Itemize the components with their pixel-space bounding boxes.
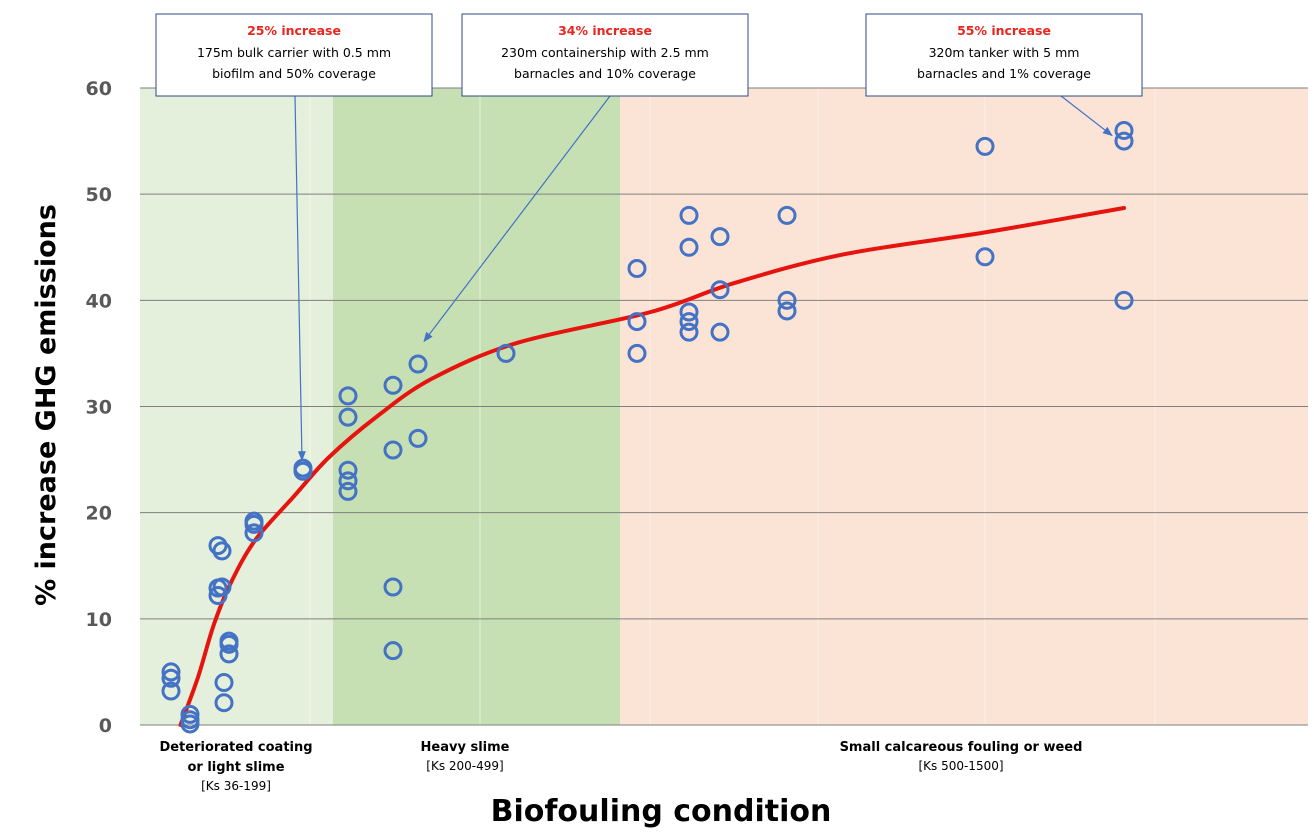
data-point: [777, 301, 797, 321]
y-tick-label: 40: [86, 290, 112, 312]
x-category-range: [Ks 200-499]: [426, 759, 503, 773]
data-point: [212, 577, 232, 597]
x-category-range: [Ks 500-1500]: [918, 759, 1003, 773]
data-point: [180, 704, 200, 724]
annotation-headline: 55% increase: [957, 23, 1051, 38]
y-tick-label: 60: [86, 78, 112, 100]
data-point: [777, 205, 797, 225]
data-point: [219, 634, 239, 654]
annotation-box: [865, 13, 1143, 97]
y-tick-label: 10: [86, 609, 112, 631]
data-point: [244, 523, 264, 543]
y-tick-label: 50: [86, 184, 112, 206]
annotation-text-line: barnacles and 10% coverage: [514, 66, 696, 81]
y-tick-label: 30: [86, 397, 112, 419]
data-point: [244, 514, 264, 534]
annotation-box: [155, 13, 433, 97]
data-point: [161, 668, 181, 688]
annotation-arrow: [294, 95, 306, 462]
data-point: [383, 375, 403, 395]
data-point: [496, 343, 516, 363]
y-tick-label: 0: [99, 715, 112, 737]
x-category-label: Deteriorated coating: [159, 740, 312, 755]
data-point: [293, 461, 313, 481]
data-point: [1114, 131, 1134, 151]
annotations: 25% increase 175m bulk carrier with 0.5 m…: [155, 13, 1143, 462]
data-point: [338, 471, 358, 491]
data-point: [338, 407, 358, 427]
data-point: [679, 302, 699, 322]
annotation-text-line: biofilm and 50% coverage: [212, 66, 376, 81]
data-point: [679, 237, 699, 257]
annotation-text-line: 175m bulk carrier with 0.5 mm: [197, 45, 391, 60]
data-point: [627, 312, 647, 332]
annotation-arrow: [423, 95, 611, 343]
data-point: [1114, 120, 1134, 140]
data-point: [161, 662, 181, 682]
data-point: [214, 693, 234, 713]
data-point: [338, 460, 358, 480]
data-point: [777, 290, 797, 310]
x-category-labels: Deteriorated coating or light slime [Ks 36…: [159, 740, 1082, 793]
data-point: [710, 322, 730, 342]
y-axis-label: % increase GHG emissions: [31, 204, 62, 606]
x-category-range: [Ks 36-199]: [201, 779, 271, 793]
data-point: [383, 440, 403, 460]
annotation-headline: 25% increase: [247, 23, 341, 38]
x-category-label: Heavy slime: [421, 740, 510, 755]
data-point: [383, 641, 403, 661]
annotation-headline: 34% increase: [558, 23, 652, 38]
annotation-text-line: barnacles and 1% coverage: [917, 66, 1091, 81]
data-point: [408, 428, 428, 448]
data-point: [975, 136, 995, 156]
annotation-text-line: 320m tanker with 5 mm: [929, 45, 1080, 60]
data-point: [627, 343, 647, 363]
data-point: [710, 280, 730, 300]
annotation-text-line: 230m containership with 2.5 mm: [501, 45, 709, 60]
x-category-label: or light slime: [187, 760, 284, 775]
data-point: [219, 644, 239, 664]
data-point: [679, 312, 699, 332]
data-point: [710, 227, 730, 247]
data-point: [338, 386, 358, 406]
data-points: [161, 120, 1134, 734]
data-point: [180, 714, 200, 734]
x-category-label: Small calcareous fouling or weed: [840, 740, 1083, 755]
y-tick-labels: 0 10 20 30 40 50 60: [86, 78, 112, 737]
x-axis-label: Biofouling condition: [491, 794, 832, 829]
data-point: [679, 322, 699, 342]
y-tick-label: 20: [86, 503, 112, 525]
data-point: [627, 258, 647, 278]
data-point: [161, 681, 181, 701]
data-point: [1114, 290, 1134, 310]
data-point: [383, 577, 403, 597]
data-point: [212, 541, 232, 561]
annotation-box: [461, 13, 749, 97]
data-point: [214, 673, 234, 693]
data-point: [975, 247, 995, 267]
data-point: [338, 481, 358, 501]
data-point: [679, 205, 699, 225]
data-point: [408, 354, 428, 374]
